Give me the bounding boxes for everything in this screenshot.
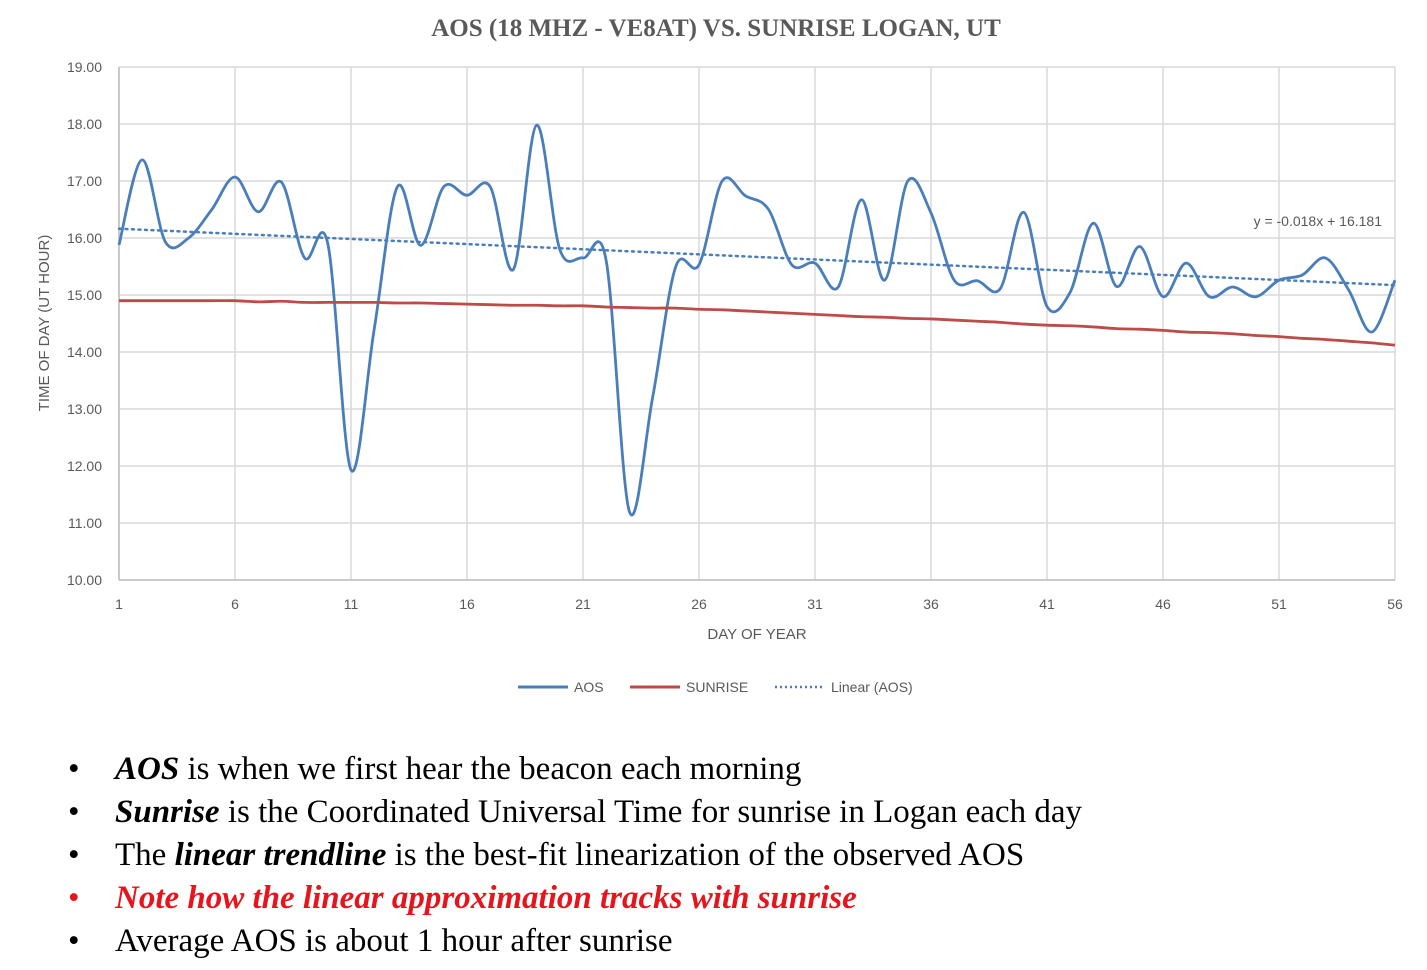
legend-label-sunrise: SUNRISE bbox=[686, 679, 748, 695]
x-axis-ticks: 1 6 11 16 21 26 31 36 41 46 51 56 bbox=[115, 596, 1403, 612]
x-axis-label: DAY OF YEAR bbox=[707, 626, 806, 643]
x-tick-label: 46 bbox=[1155, 596, 1171, 612]
bullet: • bbox=[68, 794, 80, 830]
bullet: • bbox=[68, 880, 80, 916]
chart-title: AOS (18 MHZ - VE8AT) VS. SUNRISE LOGAN, … bbox=[431, 15, 1001, 42]
x-tick-label: 21 bbox=[575, 596, 591, 612]
note-bold: AOS bbox=[115, 751, 180, 787]
bullet: • bbox=[68, 923, 80, 959]
series-line-sunrise bbox=[119, 299, 1396, 347]
y-tick-label: 14.00 bbox=[67, 344, 102, 360]
y-tick-label: 10.00 bbox=[67, 572, 102, 588]
y-tick-label: 11.00 bbox=[68, 515, 102, 531]
y-tick-label: 15.00 bbox=[67, 287, 102, 303]
y-tick-label: 19.00 bbox=[67, 59, 102, 75]
legend-label-aos: AOS bbox=[574, 679, 604, 695]
note-bold: linear trendline bbox=[174, 837, 387, 873]
x-tick-label: 56 bbox=[1387, 596, 1403, 612]
y-tick-label: 13.00 bbox=[67, 401, 102, 417]
note-aos: • AOS is when we first hear the beacon ea… bbox=[68, 748, 1082, 791]
x-tick-label: 6 bbox=[231, 596, 239, 612]
bullet: • bbox=[68, 837, 80, 873]
x-tick-label: 36 bbox=[923, 596, 939, 612]
y-tick-label: 18.00 bbox=[67, 116, 102, 132]
note-text: Note how the linear approximation tracks… bbox=[115, 880, 857, 916]
x-tick-label: 26 bbox=[691, 596, 707, 612]
legend: AOS SUNRISE Linear (AOS) bbox=[518, 679, 913, 695]
y-axis-ticks: 10.00 11.00 12.00 13.00 14.00 15.00 16.00 17.00… bbox=[67, 59, 102, 588]
x-tick-label: 51 bbox=[1271, 596, 1287, 612]
note-text: Average AOS is about 1 hour after sunris… bbox=[115, 923, 673, 959]
note-text: is the Coordinated Universal Time for su… bbox=[219, 794, 1082, 830]
note-text: The bbox=[115, 837, 175, 873]
x-tick-label: 31 bbox=[807, 596, 823, 612]
note-highlight: • Note how the linear approximation track… bbox=[68, 877, 1082, 920]
bullet: • bbox=[68, 751, 80, 787]
y-axis-label: TIME OF DAY (UT HOUR) bbox=[36, 235, 53, 412]
grid bbox=[118, 66, 1396, 581]
y-tick-label: 16.00 bbox=[67, 230, 102, 246]
y-tick-label: 12.00 bbox=[67, 458, 102, 474]
note-sunrise: • Sunrise is the Coordinated Universal Ti… bbox=[68, 791, 1082, 834]
x-tick-label: 41 bbox=[1039, 596, 1055, 612]
note-text: is when we first hear the beacon each mo… bbox=[179, 751, 802, 787]
trendline-equation: y = -0.018x + 16.181 bbox=[1254, 213, 1383, 229]
legend-label-linear: Linear (AOS) bbox=[831, 679, 913, 695]
x-tick-label: 11 bbox=[344, 596, 359, 612]
x-tick-label: 1 bbox=[115, 596, 123, 612]
note-average: • Average AOS is about 1 hour after sunri… bbox=[68, 920, 1082, 963]
y-tick-label: 17.00 bbox=[67, 173, 102, 189]
note-bold: Sunrise bbox=[115, 794, 220, 830]
trendline-linear-aos bbox=[117, 227, 1397, 287]
note-trendline: • The linear trendline is the best-fit li… bbox=[68, 834, 1082, 877]
notes-list: • AOS is when we first hear the beacon ea… bbox=[68, 748, 1082, 963]
x-tick-label: 16 bbox=[459, 596, 475, 612]
note-text: is the best-fit linearization of the obs… bbox=[386, 837, 1025, 873]
chart: AOS (18 MHZ - VE8AT) VS. SUNRISE LOGAN, … bbox=[36, 15, 1403, 695]
series-line-aos bbox=[117, 123, 1397, 517]
series-group bbox=[117, 123, 1397, 517]
